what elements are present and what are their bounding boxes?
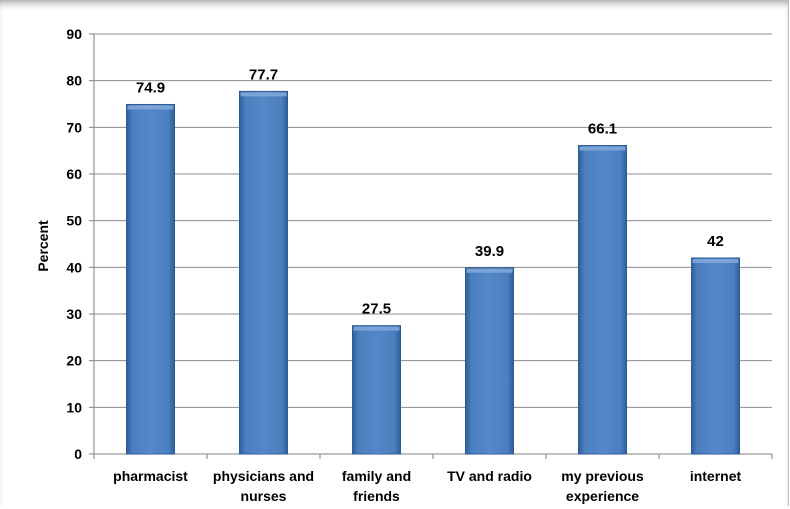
bar: [239, 90, 288, 455]
y-tick-label: 70: [66, 119, 82, 135]
y-tick-label: 30: [66, 306, 82, 322]
axes: 0 10 20 30 40 50 60 70 80 90: [66, 26, 773, 462]
bar: [352, 325, 401, 455]
x-tick-label: nurses: [241, 488, 287, 504]
x-tick-label: physicians and: [213, 468, 314, 484]
data-label: 39.9: [475, 243, 504, 260]
y-tick-label: 40: [66, 259, 82, 275]
bar: [465, 267, 514, 455]
data-label: 74.9: [136, 79, 165, 96]
y-tick-label: 50: [66, 213, 82, 229]
bar-top-bevel: [579, 146, 626, 151]
x-tick-label: pharmacist: [113, 468, 188, 484]
bar-face: [696, 263, 735, 452]
y-axis-title: Percent: [35, 220, 51, 272]
data-label: 42: [707, 233, 724, 250]
bar-face: [357, 330, 396, 452]
bar-face: [470, 272, 509, 452]
bar-top-bevel: [466, 268, 513, 273]
bar-face: [244, 96, 283, 453]
data-label: 77.7: [249, 66, 278, 83]
bar-top-bevel: [240, 92, 287, 97]
x-tick-label: experience: [566, 488, 639, 504]
y-tick-label: 90: [66, 26, 82, 42]
data-labels: 74.9 pharmacist 77.7 physicians and nurses 27…: [113, 66, 741, 504]
y-tick-label: 10: [66, 399, 82, 415]
bar-top-bevel: [692, 259, 739, 263]
x-tick-label: my previous: [561, 468, 644, 484]
bar-face: [583, 150, 622, 453]
y-tick-label: 0: [74, 446, 82, 462]
data-label: 66.1: [588, 121, 617, 138]
bar-face: [131, 109, 170, 452]
y-tick-label: 60: [66, 166, 82, 182]
gridlines: [94, 33, 772, 408]
bar: [691, 257, 740, 455]
bar: [126, 103, 175, 455]
bar-top-bevel: [353, 326, 400, 331]
y-tick-label: 80: [66, 73, 82, 89]
bar: [578, 145, 627, 455]
bar-top-bevel: [127, 105, 174, 110]
data-label: 27.5: [362, 301, 391, 318]
x-tick-label: friends: [353, 488, 400, 504]
y-tick-label: 20: [66, 353, 82, 369]
x-tick-label: TV and radio: [447, 468, 532, 484]
bars: [126, 90, 740, 455]
x-tick-label: family and: [342, 468, 411, 484]
x-tick-label: internet: [690, 468, 742, 484]
